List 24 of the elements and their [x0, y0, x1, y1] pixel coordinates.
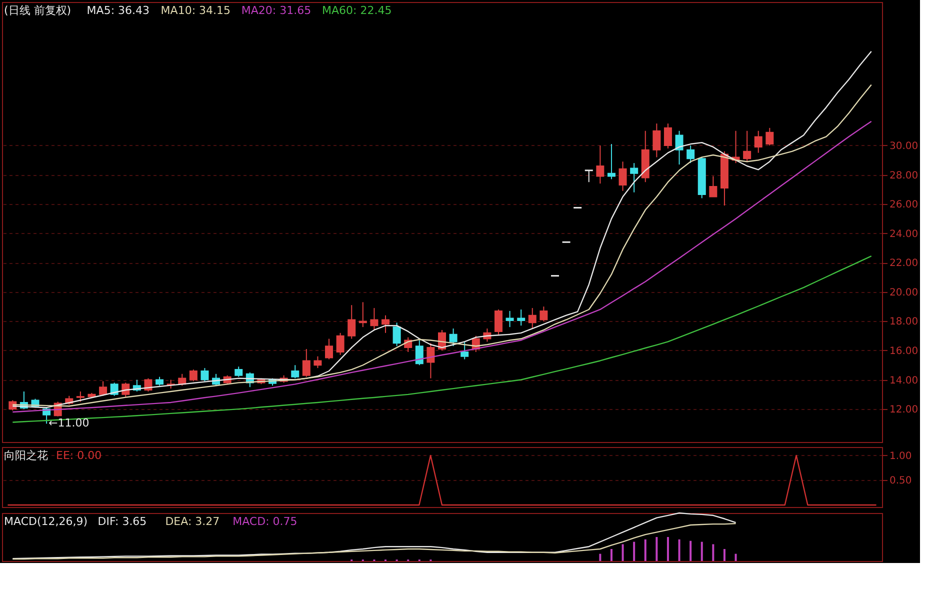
y-tick-label: 24.00: [890, 228, 918, 240]
y-tick-label: 28.00: [890, 170, 918, 182]
y-tick-label: 18.00: [890, 316, 918, 328]
text: MACD: 0.75: [232, 515, 298, 528]
text: DEA: 3.27: [165, 515, 220, 528]
y-tick-label: 12.00: [890, 404, 918, 416]
text: MA20: 31.65: [241, 4, 312, 17]
y-tick-label: 14.00: [890, 375, 918, 386]
text: DIF: 3.65: [98, 515, 147, 528]
y-tick-label: 16.00: [890, 346, 918, 357]
annotation: ←11.00: [48, 416, 90, 430]
chart-title: MACD(12,26,9): [4, 515, 88, 528]
y-tick-label: 1.00: [890, 450, 912, 462]
text: EE: 0.00: [56, 449, 102, 462]
y-tick-label: 30.00: [890, 140, 918, 152]
y-tick-label: 20.00: [890, 287, 918, 298]
text: MA60: 22.45: [322, 4, 392, 17]
y-tick-label: 26.00: [890, 200, 918, 211]
text: MA5: 36.43: [86, 4, 150, 17]
chart-title: (日线 前复权): [4, 4, 72, 17]
y-tick-label: 0.50: [890, 476, 912, 487]
y-tick-label: 22.00: [890, 258, 918, 270]
text: MA10: 34.15: [160, 4, 231, 17]
chart-title: 向阳之花: [4, 449, 48, 462]
